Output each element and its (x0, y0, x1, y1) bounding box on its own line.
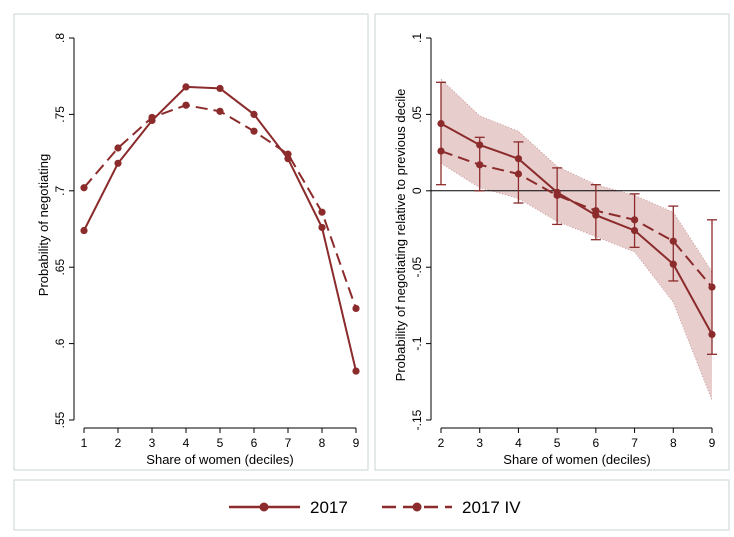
legend-label-2017: 2017 (310, 498, 348, 517)
right-y-tick-label: -.15 (410, 409, 424, 430)
right-point-iv (553, 191, 561, 199)
legend-label-2017-iv: 2017 IV (462, 498, 521, 517)
left-point-2017 (216, 84, 224, 93)
left-point-iv (216, 107, 224, 115)
right-x-tick-label: 5 (554, 436, 561, 450)
left-point-iv (182, 101, 190, 109)
left-point-iv (352, 304, 360, 313)
left-y-tick-label: .7 (53, 185, 67, 195)
right-point-2017 (476, 141, 484, 149)
right-series-line-iv (440, 150, 713, 288)
right-point-iv (437, 147, 445, 155)
left-point-iv (114, 144, 122, 152)
right-point-2017 (630, 226, 639, 235)
left-y-tick-label: .6 (53, 338, 67, 348)
right-point-iv (592, 207, 600, 215)
right-point-iv (514, 170, 523, 178)
right-x-tick-label: 7 (631, 436, 638, 450)
right-y-tick-label: .1 (410, 33, 424, 43)
left-point-iv (250, 127, 258, 135)
left-x-tick-label: 3 (149, 436, 156, 450)
right-x-tick-label: 9 (709, 436, 716, 450)
left-x-tick-label: 6 (251, 436, 258, 450)
left-point-2017 (182, 83, 190, 91)
right-x-tick-label: 4 (515, 436, 522, 450)
right-point-iv (630, 216, 639, 224)
right-x-tick-label: 8 (670, 436, 677, 450)
right-chart: Share of women (deciles) Probability of … (393, 33, 720, 467)
right-y-tick-label: .05 (410, 106, 424, 123)
left-x-axis-title: Share of women (deciles) (146, 452, 293, 467)
left-x-tick-label: 9 (353, 436, 360, 450)
right-x-tick-label: 2 (438, 436, 445, 450)
right-band-lower-edge (440, 162, 713, 401)
right-x-tick-label: 3 (476, 436, 483, 450)
left-point-iv (80, 184, 88, 192)
right-x-axis-title: Share of women (deciles) (503, 452, 650, 467)
right-y-tick-label: -.1 (410, 336, 424, 350)
left-x-tick-label: 2 (115, 436, 122, 450)
left-y-tick-label: .65 (53, 259, 67, 276)
left-y-tick-label: .55 (53, 411, 67, 428)
right-point-2017 (669, 260, 677, 268)
left-y-tick-label: .8 (53, 33, 67, 43)
left-point-2017 (114, 159, 122, 167)
right-y-axis-title: Probability of negotiating relative to p… (393, 89, 408, 382)
legend: 2017 2017 IV (229, 498, 521, 517)
left-point-2017 (352, 367, 360, 375)
left-point-2017 (250, 110, 258, 118)
left-x-tick-label: 4 (183, 436, 190, 450)
left-point-iv (284, 150, 292, 158)
right-point-iv (708, 283, 716, 291)
right-point-2017 (708, 330, 716, 339)
right-point-iv (669, 237, 677, 245)
right-confidence-band (441, 79, 712, 401)
left-y-tick-label: .75 (53, 106, 67, 123)
right-y-tick-label: 0 (410, 187, 424, 194)
right-point-2017 (437, 119, 445, 128)
left-x-tick-label: 8 (319, 436, 326, 450)
left-point-2017 (80, 226, 88, 235)
left-point-2017 (318, 223, 326, 232)
left-chart: Share of women (deciles) Probability of … (36, 33, 360, 467)
right-y-tick-label: -.05 (410, 257, 424, 278)
right-panel-frame (374, 13, 730, 471)
legend-marker-solid (259, 502, 269, 512)
left-point-iv (148, 113, 156, 122)
left-x-tick-label: 5 (217, 436, 224, 450)
left-panel-frame (13, 13, 369, 471)
legend-frame (13, 479, 730, 531)
right-x-tick-label: 6 (593, 436, 600, 450)
left-x-tick-label: 7 (285, 436, 292, 450)
right-point-2017 (514, 155, 523, 163)
left-y-axis-title: Probability of negotiating (36, 154, 51, 296)
left-x-tick-label: 1 (81, 436, 88, 450)
left-point-iv (318, 208, 326, 216)
legend-marker-dashed (412, 502, 422, 512)
right-band-upper-edge (440, 78, 713, 273)
right-point-iv (476, 161, 484, 169)
